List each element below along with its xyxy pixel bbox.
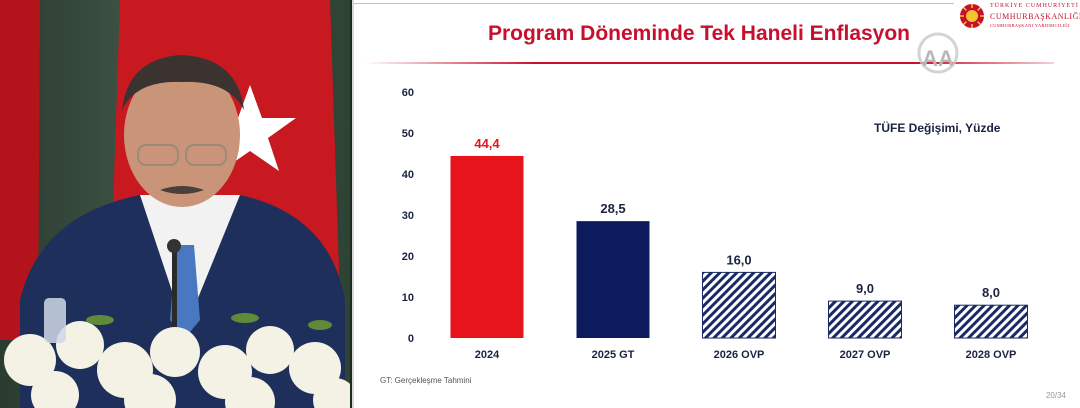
bar-5 — [954, 304, 1028, 339]
value-label-1: 44,4 — [474, 136, 500, 151]
slide-title: Program Döneminde Tek Haneli Enflasyon — [487, 22, 911, 45]
y-tick-label: 40 — [402, 169, 414, 181]
tie — [170, 245, 200, 338]
flower-arrangement — [4, 321, 350, 408]
speaker-scene — [0, 0, 350, 408]
y-tick-label: 30 — [402, 210, 414, 222]
aa-watermark-logo: AA — [917, 32, 959, 74]
presentation-slide: TÜRKİYE CUMHURİYETİ CUMHURBAŞKANLIĞI CUM… — [352, 0, 1080, 408]
flower-leaves — [86, 313, 332, 330]
flag-left — [0, 0, 40, 340]
microphone-icon — [167, 239, 181, 253]
y-tick-label: 50 — [402, 128, 414, 140]
speaker-video-feed — [0, 0, 350, 408]
bar-3 — [702, 271, 776, 339]
value-label-2: 28,5 — [600, 201, 625, 216]
glasses-left — [137, 144, 179, 166]
value-label-4: 9,0 — [856, 281, 874, 296]
glasses-right — [185, 144, 227, 166]
value-label-5: 8,0 — [982, 285, 1000, 300]
presidency-emblem-icon — [960, 4, 984, 28]
x-tick-label-5: 2028 OVP — [966, 349, 1017, 361]
bars-layer — [450, 155, 1028, 339]
hair — [122, 55, 244, 110]
x-tick-label-1: 2024 — [475, 349, 500, 361]
brand-line-country: TÜRKİYE CUMHURİYETİ — [990, 3, 1079, 9]
svg-text:AA: AA — [922, 46, 954, 71]
y-tick-label: 0 — [408, 333, 414, 345]
water-bottle — [44, 298, 66, 343]
bar-1 — [450, 155, 524, 338]
value-labels-layer: 44,4 28,5 16,0 9,0 8,0 — [474, 136, 1000, 300]
y-tick-label: 10 — [402, 292, 414, 304]
x-tick-label-4: 2027 OVP — [840, 349, 891, 361]
x-tick-label-2: 2025 GT — [592, 349, 635, 361]
brand-line-presidency: CUMHURBAŞKANLIĞI — [990, 12, 1080, 21]
y-tick-label: 20 — [402, 251, 414, 263]
bar-2 — [576, 221, 650, 338]
brand-line-vice-presidency: CUMHURBAŞKANI YARDIMCILIĞI — [990, 23, 1070, 28]
value-label-3: 16,0 — [726, 252, 751, 267]
y-tick-label: 60 — [402, 87, 414, 99]
y-axis: 0 10 20 30 40 50 60 — [402, 87, 414, 345]
top-divider — [354, 3, 954, 4]
speaker-face — [124, 63, 240, 207]
page-number: 20/34 — [1045, 391, 1066, 400]
footnote: GT: Gerçekleşme Tahmini — [380, 376, 472, 385]
x-tick-label-3: 2026 OVP — [714, 349, 765, 361]
microphone-stand — [172, 245, 177, 355]
x-axis-labels: 2024 2025 GT 2026 OVP 2027 OVP 2028 OVP — [475, 349, 1017, 361]
presidency-brand: TÜRKİYE CUMHURİYETİ CUMHURBAŞKANLIĞI CUM… — [950, 0, 1080, 32]
chart-unit-label: TÜFE Değişimi, Yüzde — [874, 121, 1001, 135]
bar-4 — [828, 300, 902, 339]
mustache — [160, 186, 204, 194]
flag-star-icon — [204, 85, 296, 171]
title-underline — [364, 62, 1054, 64]
